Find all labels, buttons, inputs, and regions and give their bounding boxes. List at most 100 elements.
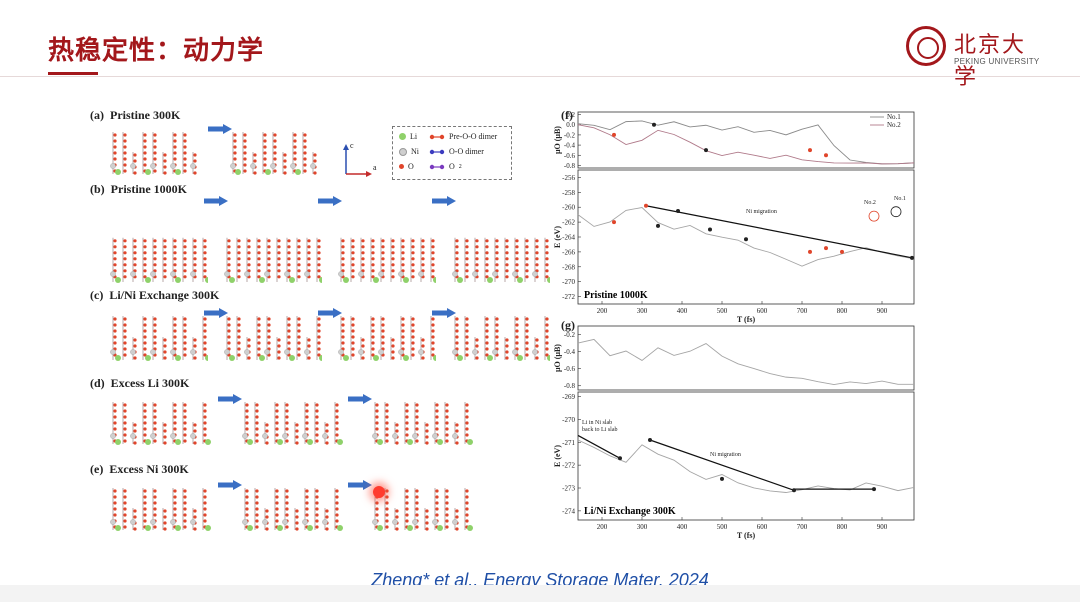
panel-d-label: (d) Excess Li 300K bbox=[90, 376, 190, 390]
crystal-slab bbox=[110, 237, 208, 283]
arrow-right-icon bbox=[318, 308, 342, 318]
crystal-slab bbox=[110, 132, 197, 175]
y-axis-title: E (eV) bbox=[553, 445, 562, 467]
data-marker bbox=[644, 203, 648, 208]
series-line bbox=[577, 207, 915, 267]
x-tick-label: 400 bbox=[677, 523, 688, 531]
data-marker bbox=[744, 237, 748, 242]
data-marker bbox=[872, 487, 876, 492]
y-tick-label: -269 bbox=[562, 393, 575, 401]
crystal-slab bbox=[110, 316, 208, 361]
y-tick-label: -274 bbox=[562, 507, 575, 515]
legend-label: No.1 bbox=[887, 113, 901, 121]
o2-molecule-icon bbox=[429, 164, 445, 169]
data-marker bbox=[824, 153, 828, 158]
data-marker bbox=[708, 227, 712, 232]
series-line bbox=[577, 124, 915, 165]
y-tick-label: -0.6 bbox=[564, 365, 576, 373]
x-tick-label: 900 bbox=[877, 307, 888, 315]
y-tick-label: -0.6 bbox=[564, 152, 576, 160]
data-marker bbox=[808, 148, 812, 153]
arrow-right-icon bbox=[218, 480, 242, 490]
header-divider bbox=[0, 76, 1080, 77]
x-tick-label: 500 bbox=[717, 523, 728, 531]
legend-o: O bbox=[399, 162, 414, 171]
trend-line bbox=[645, 205, 913, 259]
data-marker bbox=[656, 223, 660, 228]
x-tick-label: 500 bbox=[717, 307, 728, 315]
panel-f-label: (f) bbox=[561, 108, 573, 122]
x-tick-label: 700 bbox=[797, 523, 808, 531]
crystal-slab bbox=[338, 237, 436, 283]
data-marker bbox=[652, 122, 656, 127]
crystal-slab bbox=[230, 132, 317, 175]
plot-frame bbox=[577, 111, 915, 169]
series-line bbox=[577, 439, 915, 493]
y-tick-label: -256 bbox=[562, 174, 575, 182]
y-tick-label: -0.4 bbox=[564, 142, 576, 150]
lattice-axis-indicator: c a bbox=[343, 141, 377, 177]
bottom-band bbox=[0, 585, 1080, 602]
logo-chinese-name: 北京大学 bbox=[954, 33, 1027, 90]
y-tick-label: -262 bbox=[562, 219, 575, 227]
crystal-slab bbox=[338, 316, 436, 361]
series-line bbox=[577, 120, 915, 165]
y-axis-title: E (eV) bbox=[553, 226, 562, 248]
logo-english-name: PEKING UNIVERSITY bbox=[954, 57, 1040, 66]
x-tick-label: 900 bbox=[877, 523, 888, 531]
crystal-slab bbox=[452, 316, 550, 361]
y-tick-label: -266 bbox=[562, 248, 575, 256]
annotation: No.2 bbox=[864, 200, 876, 206]
panel-a-label: (a) Pristine 300K bbox=[90, 108, 181, 122]
data-marker bbox=[676, 208, 680, 213]
legend-pre-dimer: Pre-O-O dimer bbox=[429, 132, 497, 141]
crystal-slab bbox=[242, 402, 343, 445]
y-tick-label: -270 bbox=[562, 416, 575, 424]
x-tick-label: 700 bbox=[797, 307, 808, 315]
x-tick-label: 300 bbox=[637, 523, 648, 531]
arrow-right-icon bbox=[208, 124, 232, 134]
data-marker bbox=[704, 148, 708, 153]
annotation: No.1 bbox=[894, 196, 906, 202]
data-marker bbox=[612, 132, 616, 137]
slide-title: 热稳定性：动力学 bbox=[48, 36, 265, 66]
arrow-right-icon bbox=[348, 480, 372, 490]
data-marker bbox=[720, 476, 724, 481]
plot-frame bbox=[577, 169, 915, 305]
title-underline bbox=[48, 72, 98, 75]
university-logo: 北京大学 PEKING UNIVERSITY bbox=[906, 26, 1046, 90]
data-marker bbox=[824, 246, 828, 251]
arrow-right-icon bbox=[204, 308, 228, 318]
legend-label: No.2 bbox=[887, 121, 901, 129]
crystal-slab bbox=[110, 488, 211, 531]
data-marker bbox=[612, 220, 616, 225]
pointer-highlight-icon bbox=[373, 486, 385, 498]
y-tick-label: 0.0 bbox=[566, 121, 575, 129]
plot-title: Pristine 1000K bbox=[584, 290, 648, 301]
x-tick-label: 800 bbox=[837, 523, 848, 531]
data-marker bbox=[840, 249, 844, 254]
annotation: back to Li slab bbox=[582, 427, 618, 433]
arrow-right-icon bbox=[348, 394, 372, 404]
plot-frame bbox=[577, 325, 915, 391]
seal-icon bbox=[906, 26, 946, 66]
x-tick-label: 200 bbox=[597, 523, 608, 531]
y-tick-label: -272 bbox=[562, 293, 575, 301]
crystal-slab bbox=[452, 237, 550, 283]
o-atom-icon bbox=[399, 164, 404, 169]
panel-g-label: (g) bbox=[561, 318, 575, 332]
plot-title: Li/Ni Exchange 300K bbox=[584, 506, 676, 517]
x-tick-label: 600 bbox=[757, 523, 768, 531]
data-marker bbox=[792, 488, 796, 493]
crystal-slab bbox=[224, 237, 322, 283]
panel-e-label: (e) Excess Ni 300K bbox=[90, 462, 189, 476]
panel-b-label: (b) Pristine 1000K bbox=[90, 182, 187, 196]
trend-segment bbox=[649, 439, 795, 491]
y-tick-label: -264 bbox=[562, 234, 575, 242]
y-axis-title: μO (μB) bbox=[553, 126, 562, 154]
x-tick-label: 400 bbox=[677, 307, 688, 315]
crystal-slab bbox=[110, 402, 211, 445]
axis-a-label: a bbox=[373, 163, 377, 172]
